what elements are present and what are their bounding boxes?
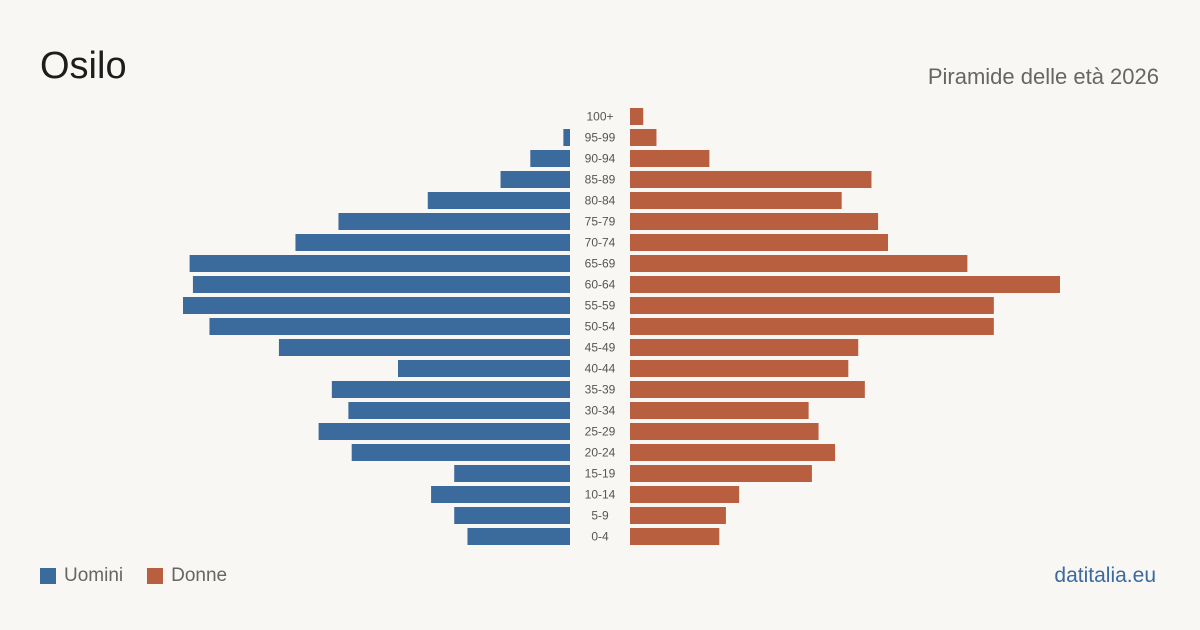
bar-uomini [189, 255, 570, 272]
age-group-label: 5-9 [591, 509, 609, 523]
chart-title: Osilo [40, 45, 127, 87]
bar-uomini [183, 297, 570, 314]
age-group-label: 100+ [586, 110, 613, 124]
bar-donne [630, 234, 888, 251]
bar-uomini [563, 129, 570, 146]
bar-donne [630, 528, 720, 545]
age-group-label: 60-64 [585, 278, 616, 292]
brand-link[interactable]: datitalia.eu [1054, 564, 1156, 587]
age-group-label: 15-19 [585, 467, 616, 481]
bar-donne [630, 465, 812, 482]
bar-donne [630, 255, 968, 272]
bar-donne [630, 150, 710, 167]
bar-donne [630, 171, 872, 188]
legend-swatch-donne [147, 568, 164, 584]
bar-donne [630, 402, 809, 419]
age-group-label: 55-59 [585, 299, 616, 313]
legend-swatch-uomini [40, 568, 56, 584]
legend-label-uomini: Uomini [64, 565, 124, 586]
age-group-label: 30-34 [585, 404, 616, 418]
bar-uomini [209, 318, 570, 335]
age-group-label: 70-74 [585, 236, 616, 250]
age-group-label: 35-39 [585, 383, 616, 397]
legend-item-uomini: Uomini [40, 565, 123, 587]
bar-uomini [500, 171, 570, 188]
bar-uomini [398, 360, 570, 377]
age-group-label: 75-79 [585, 215, 616, 229]
bar-uomini [454, 465, 570, 482]
bar-uomini [431, 486, 570, 503]
legend-item-donne: Donne [147, 565, 227, 587]
age-group-label: 40-44 [585, 362, 616, 376]
legend: Uomini Donne [40, 565, 251, 587]
bar-donne [630, 444, 836, 461]
bar-uomini [331, 381, 570, 398]
bar-donne [630, 192, 842, 209]
bar-uomini [278, 339, 570, 356]
age-group-label: 95-99 [585, 131, 616, 145]
bar-uomini [295, 234, 570, 251]
age-group-label: 10-14 [585, 488, 616, 502]
bar-uomini [338, 213, 570, 230]
bar-donne [630, 486, 740, 503]
bar-donne [630, 108, 644, 125]
bar-uomini [454, 507, 570, 524]
bar-donne [630, 276, 1060, 293]
bar-donne [630, 213, 879, 230]
bar-donne [630, 381, 865, 398]
age-group-label: 80-84 [585, 194, 616, 208]
legend-label-donne: Donne [171, 565, 228, 586]
bar-donne [630, 339, 859, 356]
bar-uomini [467, 528, 570, 545]
bar-donne [630, 129, 657, 146]
age-group-label: 50-54 [585, 320, 616, 334]
bar-uomini [427, 192, 570, 209]
bar-uomini [530, 150, 570, 167]
age-group-label: 90-94 [585, 152, 616, 166]
age-group-label: 65-69 [585, 257, 616, 271]
bar-uomini [192, 276, 570, 293]
bar-uomini [348, 402, 570, 419]
bar-donne [630, 360, 849, 377]
age-group-label: 85-89 [585, 173, 616, 187]
chart-subtitle: Piramide delle età 2026 [927, 64, 1159, 89]
bar-donne [630, 507, 726, 524]
bar-uomini [351, 444, 570, 461]
age-group-label: 45-49 [585, 341, 616, 355]
age-group-label: 0-4 [591, 530, 609, 544]
bar-donne [630, 318, 994, 335]
bar-uomini [318, 423, 570, 440]
bar-donne [630, 423, 819, 440]
bar-donne [630, 297, 994, 314]
age-group-label: 20-24 [585, 446, 616, 460]
age-group-label: 25-29 [585, 425, 616, 439]
